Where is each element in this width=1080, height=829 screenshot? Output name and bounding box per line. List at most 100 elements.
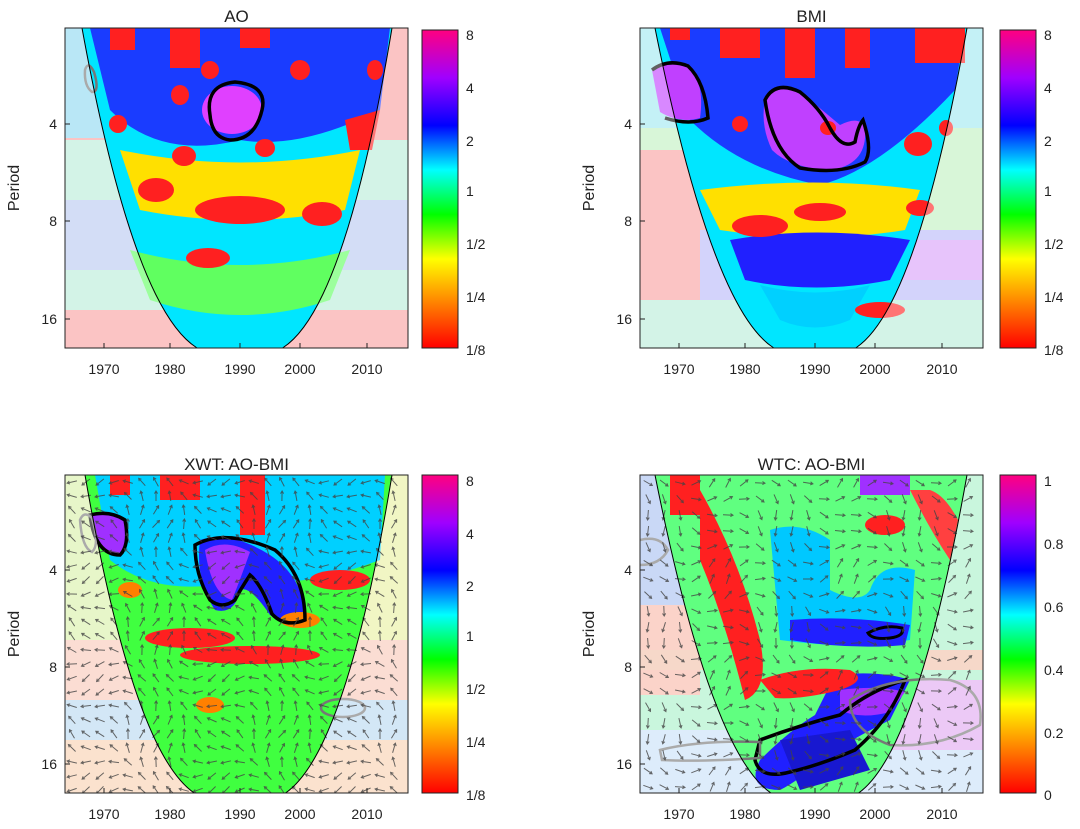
phase-arrow — [883, 495, 893, 503]
phase-arrow — [883, 561, 894, 566]
phase-arrow — [708, 766, 716, 776]
phase-arrow — [95, 772, 105, 780]
phase-arrow — [646, 637, 651, 649]
x-tick-label: 2000 — [859, 361, 890, 377]
y-tick-label: 16 — [41, 311, 57, 327]
phase-arrow — [234, 675, 245, 681]
phase-arrow — [964, 765, 972, 776]
phase-arrow — [819, 719, 830, 727]
phase-arrow — [178, 577, 189, 582]
phase-arrow — [691, 640, 702, 647]
phase-arrow — [867, 687, 877, 695]
phase-arrow — [900, 654, 908, 664]
phase-arrow — [883, 656, 894, 662]
phase-arrow — [180, 701, 188, 711]
phase-arrow — [375, 491, 384, 500]
x-tick-label: 2010 — [351, 806, 382, 822]
phase-arrow — [930, 784, 942, 789]
phase-arrow — [756, 606, 764, 616]
phase-arrow — [659, 672, 670, 678]
phase-arrow — [181, 504, 186, 515]
phase-arrow — [902, 750, 907, 761]
phase-arrow — [292, 728, 300, 739]
phase-arrow — [192, 604, 203, 612]
phase-arrow — [138, 687, 146, 697]
phase-arrow — [137, 786, 147, 793]
phase-arrow — [773, 509, 778, 521]
cone-of-influence-shade — [65, 475, 408, 793]
phase-arrow — [362, 519, 370, 529]
phase-arrow — [68, 518, 75, 529]
cone-of-influence-shade — [640, 475, 983, 793]
phase-arrow — [167, 490, 172, 501]
significance-contour — [650, 61, 710, 124]
phase-arrow — [68, 728, 75, 739]
phase-arrow — [278, 729, 287, 738]
phase-arrow — [108, 703, 119, 708]
phase-arrow — [659, 559, 669, 567]
phase-arrow — [320, 617, 328, 627]
phase-arrow — [346, 760, 358, 765]
phase-arrow — [900, 590, 908, 600]
phase-arrow — [279, 532, 286, 543]
phase-arrow — [67, 505, 76, 515]
phase-arrow — [377, 630, 382, 642]
colorbar-tick-label: 0.8 — [1044, 536, 1064, 552]
phase-arrow — [947, 687, 957, 695]
colorbar: 8 4 2 1 1/2 1/4 1/8 — [421, 473, 486, 803]
panel-xwt: XWT: AO-BMI Period 1970 1980 1990 2000 2… — [6, 455, 486, 822]
x-tick: 1980 — [154, 343, 186, 377]
phase-arrow — [125, 728, 130, 740]
phase-arrow — [819, 671, 829, 679]
phase-arrow — [836, 590, 845, 599]
phase-arrow — [885, 638, 891, 649]
phase-arrow — [722, 513, 734, 518]
phase-arrow — [391, 490, 396, 502]
phase-arrow — [790, 605, 795, 617]
phase-arrow — [787, 784, 798, 790]
phase-arrow — [726, 781, 731, 792]
phase-arrow — [643, 672, 654, 678]
phase-arrow — [193, 715, 202, 725]
phase-arrow — [264, 687, 272, 697]
phase-arrow — [884, 543, 893, 552]
phase-arrow — [835, 608, 846, 613]
phase-arrow — [332, 760, 343, 765]
phase-arrow — [234, 493, 245, 498]
phase-arrow — [94, 520, 105, 528]
phase-arrow — [220, 661, 231, 667]
phase-arrow — [645, 717, 650, 729]
phase-arrow — [248, 590, 259, 597]
phase-arrow — [755, 656, 766, 662]
phase-arrow — [108, 773, 119, 779]
phase-arrow — [266, 644, 271, 656]
phase-arrow — [947, 545, 958, 550]
phase-arrow — [931, 495, 941, 503]
phase-arrow — [915, 784, 926, 790]
x-tick: 2010 — [351, 343, 383, 377]
phase-arrow — [138, 658, 146, 669]
phase-arrow — [853, 669, 859, 680]
phase-arrow — [80, 550, 91, 555]
phase-arrow — [180, 491, 188, 501]
phase-arrow — [206, 618, 217, 626]
phase-arrow — [304, 563, 315, 569]
phase-arrow — [392, 644, 397, 656]
x-tick: 2000 — [284, 343, 316, 377]
phase-arrow — [152, 770, 159, 781]
phase-arrow — [80, 704, 92, 709]
phase-arrow — [853, 781, 859, 792]
colorbar-tick-label: 1/8 — [1044, 342, 1064, 358]
phase-arrow — [706, 640, 718, 645]
phase-arrow — [930, 561, 942, 566]
phase-arrow — [962, 721, 974, 726]
phase-arrow — [235, 505, 245, 514]
phase-arrow — [946, 496, 958, 501]
y-tick-label: 4 — [49, 116, 57, 132]
phase-arrow — [308, 518, 313, 530]
phase-arrow — [167, 588, 173, 599]
axes-frame — [639, 474, 984, 794]
phase-arrow — [154, 644, 159, 655]
x-tick: 1970 — [88, 788, 120, 822]
phase-arrow — [661, 637, 666, 649]
